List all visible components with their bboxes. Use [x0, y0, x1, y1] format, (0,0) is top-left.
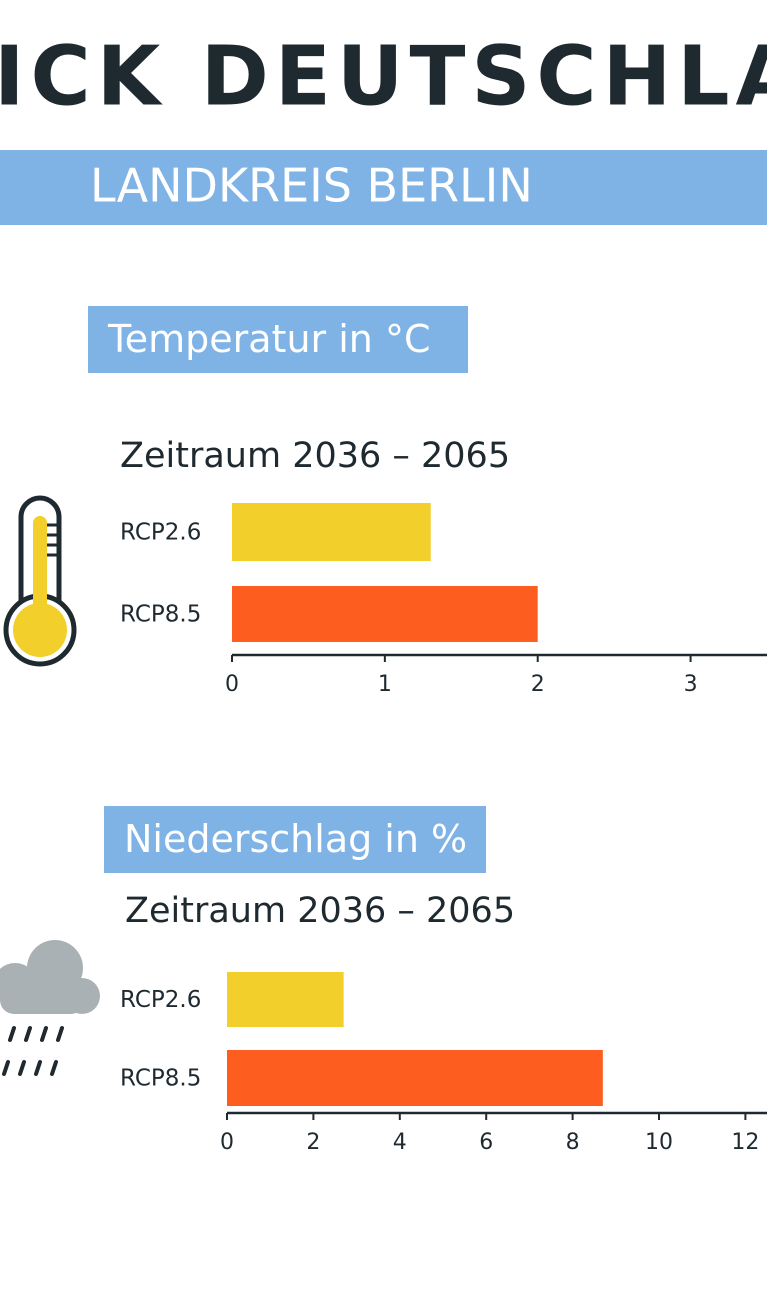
x-tick-label: 0: [220, 1130, 234, 1155]
x-tick-label: 8: [566, 1130, 580, 1155]
x-tick-label: 12: [731, 1130, 759, 1155]
thermometer-icon: [3, 495, 77, 667]
page-title: ICK DEUTSCHLA: [0, 29, 767, 124]
bar: [227, 1050, 603, 1106]
subtitle-band: [0, 150, 767, 225]
category-label: RCP8.5: [120, 1066, 201, 1092]
category-label: RCP2.6: [120, 520, 201, 546]
x-tick-label: 1: [378, 672, 392, 697]
x-tick-label: 3: [684, 672, 698, 697]
bar: [227, 972, 344, 1027]
chart-title: Niederschlag in %: [124, 817, 467, 861]
x-tick-label: 4: [393, 1130, 407, 1155]
x-tick-label: 2: [531, 672, 545, 697]
x-tick-label: 0: [225, 672, 239, 697]
category-label: RCP2.6: [120, 987, 201, 1013]
bar: [232, 586, 538, 642]
chart-title-box: [104, 806, 486, 873]
chart-title: Temperatur in °C: [107, 317, 431, 361]
x-tick-label: 6: [479, 1130, 493, 1155]
chart-title-box: [88, 306, 468, 373]
rain-cloud-icon: [0, 940, 100, 1076]
page-subtitle: LANDKREIS BERLIN: [90, 159, 533, 213]
chart-subtitle: Zeitraum 2036 – 2065: [120, 436, 510, 476]
chart-subtitle: Zeitraum 2036 – 2065: [125, 891, 515, 931]
x-tick-label: 2: [306, 1130, 320, 1155]
x-tick-label: 10: [645, 1130, 673, 1155]
category-label: RCP8.5: [120, 602, 201, 628]
bar: [232, 503, 431, 561]
